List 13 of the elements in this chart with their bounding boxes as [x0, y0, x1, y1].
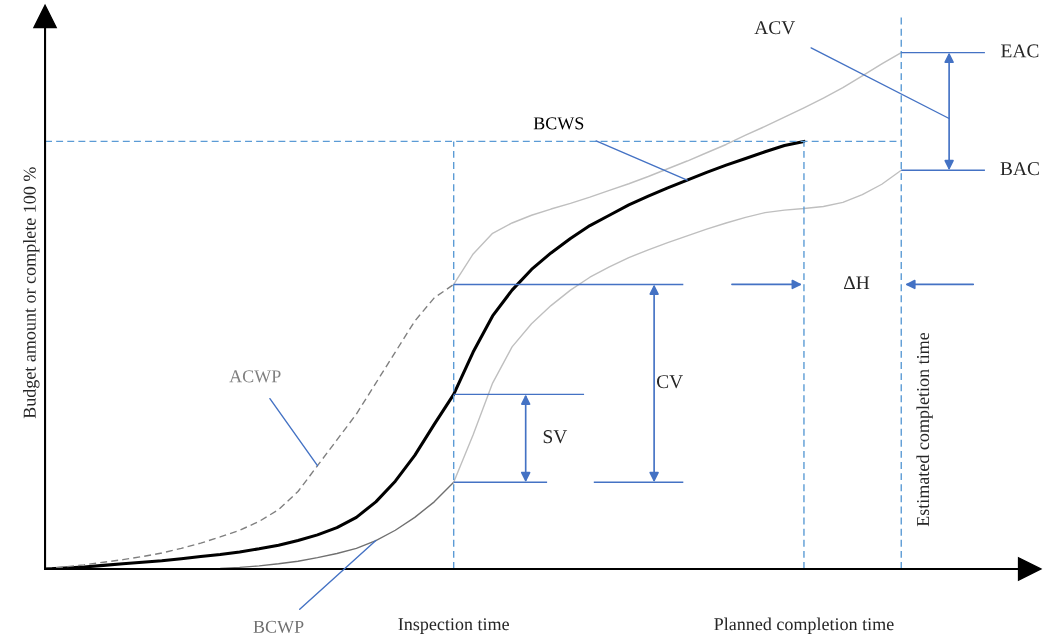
x-tick-label: Planned completion time: [714, 617, 894, 634]
text: EAC: [1001, 44, 1039, 58]
text: BCWS: [533, 117, 584, 130]
text: Estimated completion time: [916, 332, 933, 527]
y-axis-title: Budget amount or complete 100 %: [23, 167, 40, 419]
annotation: ΔH: [843, 276, 870, 290]
text: BCWP: [253, 620, 304, 633]
x-tick-label: Inspection time: [398, 618, 509, 634]
annotation: CV: [656, 375, 683, 389]
text: ACWP: [229, 370, 281, 383]
annotation: SV: [543, 430, 568, 444]
text: BAC: [1000, 162, 1039, 176]
text: ACV: [754, 21, 796, 35]
